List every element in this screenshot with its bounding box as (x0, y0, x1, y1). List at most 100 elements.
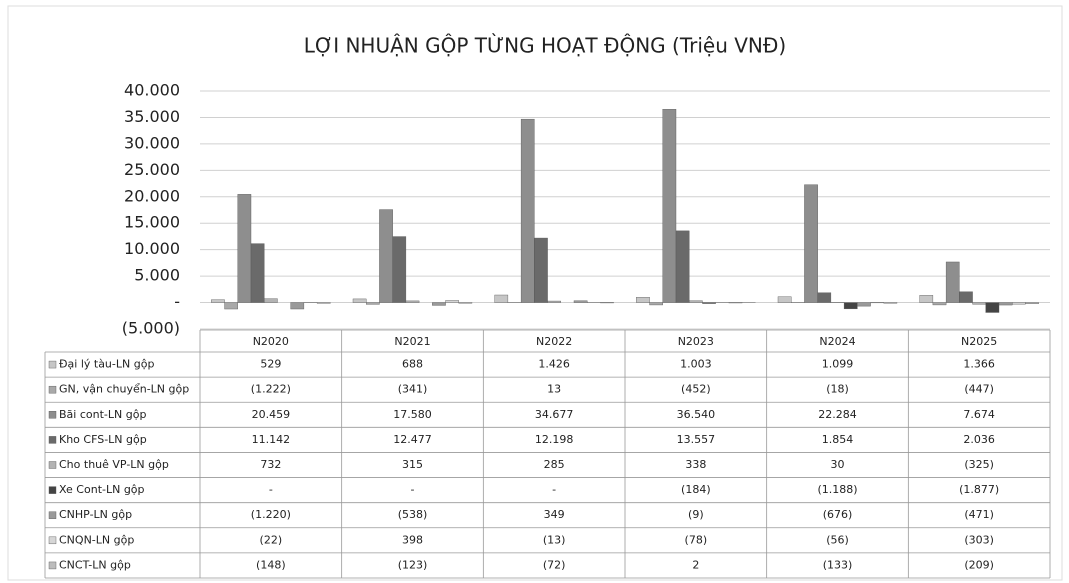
y-tick-label: 25.000 (124, 160, 180, 179)
data-label: 732 (260, 458, 281, 471)
data-label: (22) (260, 533, 283, 546)
data-label: 1.366 (963, 358, 995, 371)
bar (777, 296, 792, 303)
data-label: (148) (256, 558, 286, 571)
bar (290, 302, 305, 310)
data-label: 7.674 (963, 408, 995, 421)
x-tick-label: N2021 (394, 335, 430, 348)
y-tick-label: (5.000) (122, 319, 180, 338)
bar (945, 261, 960, 303)
y-tick-label: 5.000 (134, 266, 180, 285)
bar (972, 302, 986, 305)
data-label: (184) (681, 483, 711, 496)
legend-label: CNHP-LN gộp (59, 508, 132, 521)
bar (458, 302, 473, 304)
y-tick-label: 35.000 (124, 107, 180, 126)
chart-frame (7, 5, 1063, 581)
bar (804, 184, 818, 303)
data-label: (471) (964, 508, 994, 521)
data-label: - (411, 483, 415, 496)
bar (649, 302, 663, 306)
bar (932, 302, 947, 306)
legend-label: Kho CFS-LN gộp (59, 433, 147, 446)
y-tick-label: 40.000 (124, 81, 180, 100)
bar (534, 237, 548, 303)
data-label: 12.198 (535, 433, 574, 446)
legend-key (48, 385, 57, 394)
data-label: 13 (547, 383, 561, 396)
data-label: (1.188) (817, 483, 857, 496)
data-label: (13) (543, 533, 566, 546)
bar (352, 298, 367, 303)
bar (1012, 302, 1026, 305)
legend-key (48, 536, 57, 545)
bar (843, 302, 858, 310)
data-label: 22.284 (818, 408, 857, 421)
bar (959, 291, 973, 303)
data-label: (72) (543, 558, 566, 571)
bar (985, 302, 1000, 313)
data-label: (18) (826, 383, 849, 396)
data-label: (303) (964, 533, 994, 546)
bar (883, 302, 898, 304)
data-label: (78) (685, 533, 708, 546)
data-label: - (269, 483, 273, 496)
x-tick-label: N2024 (819, 335, 855, 348)
data-label: (676) (823, 508, 853, 521)
data-label: (341) (398, 383, 428, 396)
x-tick-label: N2023 (678, 335, 714, 348)
bar (432, 302, 446, 306)
bar (573, 300, 588, 303)
bar (919, 295, 934, 303)
bar (998, 302, 1013, 306)
legend-key (48, 511, 57, 519)
data-label: 1.003 (680, 358, 712, 371)
bar (405, 300, 420, 303)
data-label: (9) (688, 508, 704, 521)
data-label: 11.142 (252, 433, 291, 446)
x-tick-label: N2025 (961, 335, 997, 348)
data-label: 688 (402, 358, 423, 371)
legend-key (48, 461, 57, 469)
legend-key (48, 411, 57, 419)
legend-label: Xe Cont-LN gộp (59, 483, 145, 496)
y-tick-label: - (174, 292, 180, 311)
data-label: (1.877) (959, 483, 999, 496)
legend-key (48, 561, 57, 570)
bar (1025, 302, 1039, 304)
legend-label: Cho thuê VP-LN gộp (59, 458, 169, 471)
bar (675, 230, 690, 303)
y-tick-label: 15.000 (124, 213, 180, 232)
data-label: 1.426 (538, 358, 570, 371)
bar (857, 302, 871, 307)
data-label: 529 (260, 358, 281, 371)
legend-label: Đại lý tàu-LN gộp (59, 358, 154, 371)
bar (702, 302, 716, 304)
data-label: (133) (823, 558, 853, 571)
data-label: 338 (685, 458, 706, 471)
bar (379, 209, 393, 303)
data-label: (123) (398, 558, 428, 571)
data-label: 398 (402, 533, 423, 546)
data-label: 17.580 (393, 408, 432, 421)
data-label: (56) (826, 533, 849, 546)
chart-title: LỢI NHUẬN GỘP TỪNG HOẠT ĐỘNG (Triệu VNĐ) (304, 34, 786, 58)
data-label: (447) (964, 383, 994, 396)
legend-label: CNQN-LN gộp (59, 533, 134, 546)
bar (494, 294, 509, 303)
bar (662, 109, 677, 303)
data-label: 30 (831, 458, 845, 471)
data-label: 285 (544, 458, 565, 471)
bar (547, 300, 561, 303)
data-label: (209) (964, 558, 994, 571)
bar (392, 236, 407, 303)
data-label: (1.220) (251, 508, 291, 521)
x-tick-label: N2022 (536, 335, 572, 348)
y-tick-label: 20.000 (124, 186, 180, 205)
bar (237, 194, 252, 303)
data-label: 20.459 (252, 408, 291, 421)
data-label: (452) (681, 383, 711, 396)
data-label: 13.557 (677, 433, 716, 446)
legend-key (48, 486, 57, 494)
